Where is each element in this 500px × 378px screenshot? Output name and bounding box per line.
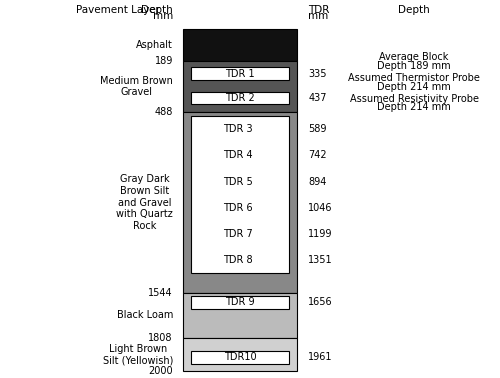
Text: mm: mm xyxy=(308,11,328,21)
Text: TDR 5: TDR 5 xyxy=(222,177,252,187)
Text: Asphalt: Asphalt xyxy=(136,40,173,50)
Text: Depth 214 mm: Depth 214 mm xyxy=(377,82,451,92)
Text: 1199: 1199 xyxy=(308,229,332,239)
Text: 1046: 1046 xyxy=(308,203,332,213)
Bar xyxy=(192,67,288,80)
Bar xyxy=(192,91,288,104)
Text: Pavement Layer: Pavement Layer xyxy=(76,5,160,15)
Bar xyxy=(192,351,288,364)
Text: TDR 7: TDR 7 xyxy=(222,229,252,239)
Text: Assumed Resistivity Probe: Assumed Resistivity Probe xyxy=(350,94,478,104)
Text: Gray Dark
Brown Silt
and Gravel
with Quartz
Rock: Gray Dark Brown Silt and Gravel with Qua… xyxy=(116,174,173,231)
Bar xyxy=(183,112,297,293)
Bar xyxy=(192,116,288,273)
Text: Medium Brown
Gravel: Medium Brown Gravel xyxy=(100,76,173,98)
Bar xyxy=(183,293,297,338)
Text: 1961: 1961 xyxy=(308,352,332,362)
Text: TDR 1: TDR 1 xyxy=(225,68,255,79)
Text: 437: 437 xyxy=(308,93,326,103)
Text: 1544: 1544 xyxy=(148,288,173,298)
Text: Light Brown
Silt (Yellowish): Light Brown Silt (Yellowish) xyxy=(102,344,173,365)
Text: 1351: 1351 xyxy=(308,255,333,265)
Text: Black Loam: Black Loam xyxy=(116,310,173,321)
Text: 742: 742 xyxy=(308,150,327,160)
Bar xyxy=(183,338,297,371)
Text: 488: 488 xyxy=(154,107,173,117)
Text: Depth: Depth xyxy=(141,5,173,15)
Text: TDR 4: TDR 4 xyxy=(222,150,252,160)
Text: TDR10: TDR10 xyxy=(224,352,256,362)
Text: 894: 894 xyxy=(308,177,326,187)
Text: TDR 2: TDR 2 xyxy=(225,93,255,103)
Text: mm: mm xyxy=(152,11,173,21)
Text: TDR 6: TDR 6 xyxy=(222,203,252,213)
Text: 335: 335 xyxy=(308,68,326,79)
Text: Depth 189 mm: Depth 189 mm xyxy=(377,60,451,71)
Text: Depth 214 mm: Depth 214 mm xyxy=(377,102,451,112)
Text: 589: 589 xyxy=(308,124,326,134)
Text: 2000: 2000 xyxy=(148,366,173,376)
Text: 1808: 1808 xyxy=(148,333,173,343)
Text: Assumed Thermistor Probe: Assumed Thermistor Probe xyxy=(348,73,480,84)
Bar xyxy=(192,296,288,309)
Text: TDR 3: TDR 3 xyxy=(222,124,252,134)
Text: TDR: TDR xyxy=(308,5,330,15)
Text: 1656: 1656 xyxy=(308,297,333,307)
Text: 189: 189 xyxy=(154,56,173,66)
Bar xyxy=(183,61,297,112)
Text: Depth: Depth xyxy=(398,5,430,15)
Bar xyxy=(183,29,297,61)
Text: Average Block: Average Block xyxy=(380,52,448,62)
Text: TDR 8: TDR 8 xyxy=(222,255,252,265)
Text: TDR 9: TDR 9 xyxy=(225,297,255,307)
